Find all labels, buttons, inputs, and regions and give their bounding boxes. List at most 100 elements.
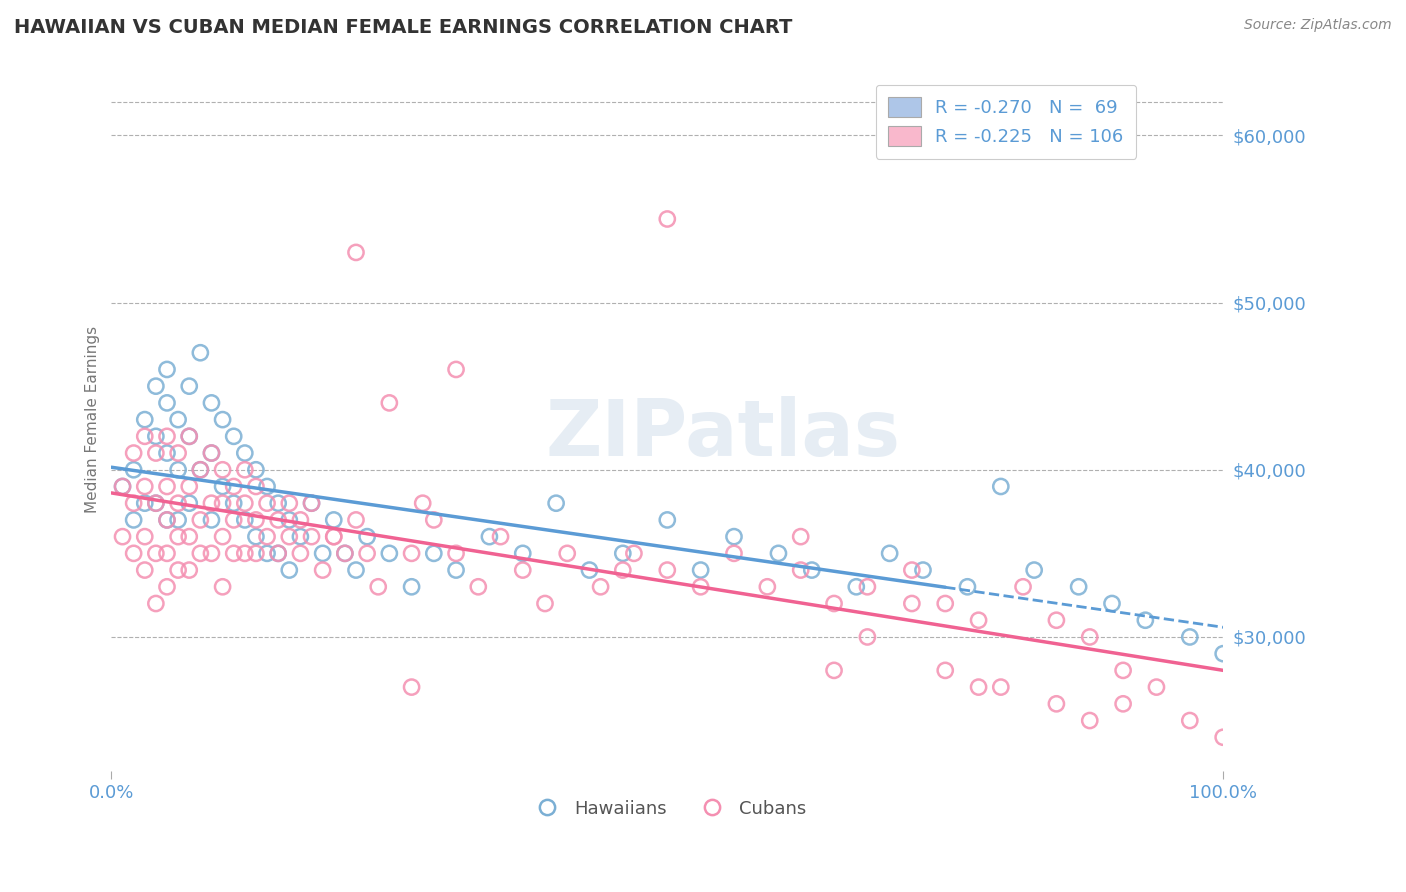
Point bbox=[200, 396, 222, 410]
Point bbox=[211, 580, 233, 594]
Point bbox=[612, 546, 634, 560]
Point bbox=[1078, 630, 1101, 644]
Point bbox=[267, 496, 290, 510]
Point bbox=[167, 530, 190, 544]
Point bbox=[179, 479, 201, 493]
Point bbox=[478, 530, 501, 544]
Point bbox=[301, 496, 323, 510]
Point bbox=[623, 546, 645, 560]
Text: ZIPatlas: ZIPatlas bbox=[546, 396, 900, 472]
Point bbox=[145, 546, 167, 560]
Point bbox=[145, 496, 167, 510]
Text: HAWAIIAN VS CUBAN MEDIAN FEMALE EARNINGS CORRELATION CHART: HAWAIIAN VS CUBAN MEDIAN FEMALE EARNINGS… bbox=[14, 18, 793, 37]
Point bbox=[401, 580, 423, 594]
Point bbox=[990, 680, 1012, 694]
Point bbox=[145, 429, 167, 443]
Point bbox=[589, 580, 612, 594]
Point bbox=[423, 546, 446, 560]
Point bbox=[188, 345, 211, 359]
Point bbox=[344, 563, 367, 577]
Point bbox=[845, 580, 868, 594]
Point bbox=[167, 446, 190, 460]
Point bbox=[211, 496, 233, 510]
Point bbox=[188, 546, 211, 560]
Point bbox=[267, 546, 290, 560]
Point bbox=[200, 513, 222, 527]
Point bbox=[156, 580, 179, 594]
Point bbox=[344, 245, 367, 260]
Point bbox=[1146, 680, 1168, 694]
Point bbox=[256, 496, 278, 510]
Point bbox=[689, 563, 711, 577]
Point bbox=[378, 546, 401, 560]
Point bbox=[267, 546, 290, 560]
Point bbox=[179, 379, 201, 393]
Point bbox=[245, 530, 267, 544]
Point bbox=[233, 513, 256, 527]
Point bbox=[278, 563, 301, 577]
Point bbox=[1112, 697, 1135, 711]
Point bbox=[1178, 714, 1201, 728]
Point bbox=[301, 530, 323, 544]
Point bbox=[356, 530, 378, 544]
Point bbox=[267, 513, 290, 527]
Point bbox=[290, 530, 312, 544]
Point bbox=[222, 479, 245, 493]
Point bbox=[789, 530, 811, 544]
Point bbox=[256, 546, 278, 560]
Point bbox=[967, 613, 990, 627]
Point bbox=[222, 429, 245, 443]
Point bbox=[911, 563, 934, 577]
Point bbox=[1012, 580, 1035, 594]
Point bbox=[1045, 613, 1067, 627]
Point bbox=[823, 597, 845, 611]
Point bbox=[290, 546, 312, 560]
Point bbox=[800, 563, 823, 577]
Point bbox=[278, 530, 301, 544]
Point bbox=[233, 546, 256, 560]
Y-axis label: Median Female Earnings: Median Female Earnings bbox=[86, 326, 100, 513]
Point bbox=[122, 463, 145, 477]
Point bbox=[200, 546, 222, 560]
Point bbox=[111, 530, 134, 544]
Point bbox=[256, 479, 278, 493]
Point bbox=[111, 479, 134, 493]
Point bbox=[444, 546, 467, 560]
Point bbox=[245, 546, 267, 560]
Point bbox=[657, 211, 679, 226]
Point bbox=[134, 530, 156, 544]
Point bbox=[134, 429, 156, 443]
Point bbox=[211, 530, 233, 544]
Point bbox=[156, 513, 179, 527]
Point bbox=[367, 580, 389, 594]
Point bbox=[156, 479, 179, 493]
Point bbox=[156, 429, 179, 443]
Point bbox=[167, 563, 190, 577]
Point bbox=[934, 597, 956, 611]
Point bbox=[423, 513, 446, 527]
Point bbox=[179, 530, 201, 544]
Point bbox=[179, 496, 201, 510]
Point bbox=[444, 563, 467, 577]
Point bbox=[967, 680, 990, 694]
Point bbox=[179, 429, 201, 443]
Point bbox=[378, 396, 401, 410]
Point bbox=[1178, 630, 1201, 644]
Point bbox=[1112, 664, 1135, 678]
Point bbox=[311, 546, 333, 560]
Point bbox=[467, 580, 489, 594]
Point bbox=[179, 563, 201, 577]
Point bbox=[111, 479, 134, 493]
Point bbox=[245, 479, 267, 493]
Point bbox=[301, 496, 323, 510]
Point bbox=[200, 446, 222, 460]
Point bbox=[856, 580, 879, 594]
Point bbox=[156, 362, 179, 376]
Point bbox=[1135, 613, 1157, 627]
Point bbox=[1212, 731, 1234, 745]
Point bbox=[167, 463, 190, 477]
Point bbox=[167, 496, 190, 510]
Point bbox=[134, 479, 156, 493]
Point bbox=[990, 479, 1012, 493]
Point bbox=[233, 446, 256, 460]
